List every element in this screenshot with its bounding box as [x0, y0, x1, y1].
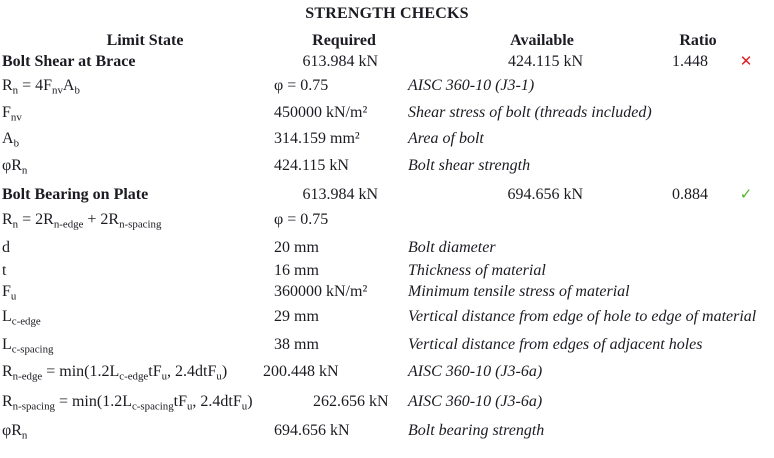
description-note: Bolt diameter [408, 239, 496, 256]
column-header-required: Required [312, 32, 376, 49]
ratio-value: 1.448 [672, 53, 708, 70]
symbol-formula: d [2, 239, 10, 256]
description-note: Shear stress of bolt (threads included) [408, 104, 652, 121]
table-row: Bolt Shear at Brace 613.984 kN 424.115 k… [0, 52, 774, 76]
description-note: Vertical distance from edge of hole to e… [408, 308, 757, 325]
required-value: 38 mm [274, 336, 319, 353]
column-header-ratio: Ratio [679, 32, 717, 49]
description-note: Vertical distance from edges of adjacent… [408, 336, 703, 353]
required-value: 29 mm [274, 308, 319, 325]
symbol-formula: Fu [2, 283, 17, 303]
required-value: 262.656 kN [313, 393, 389, 410]
symbol-formula: Ab [2, 130, 19, 150]
fail-x-icon: ✕ [739, 52, 753, 70]
symbol-formula: Rn = 2Rn-edge + 2Rn-spacing [2, 211, 162, 231]
table-row: Lc-edge 29 mm Vertical distance from edg… [0, 307, 774, 335]
ratio-value: 0.884 [672, 186, 708, 203]
description-note: Minimum tensile stress of material [408, 283, 630, 300]
description-note: Bolt bearing strength [408, 422, 545, 439]
table-row: Rn-edge = min(1.2Lc-edgetFu, 2.4dtFu) 20… [0, 362, 774, 392]
symbol-formula: Rn = 4FnvAb [2, 77, 80, 97]
required-value: φ = 0.75 [274, 211, 329, 228]
table-row: φRn 694.656 kN Bolt bearing strength [0, 421, 774, 451]
description-note: AISC 360-10 (J3-1) [408, 77, 535, 94]
table-row: t 16 mm Thickness of material [0, 261, 774, 282]
table-row: φRn 424.115 kN Bolt shear strength [0, 156, 774, 185]
available-value: 694.656 kN [507, 186, 583, 203]
symbol-formula: φRn [2, 157, 28, 177]
required-value: 16 mm [274, 262, 319, 279]
symbol-formula: φRn [2, 422, 28, 442]
symbol-formula: t [2, 262, 7, 279]
limit-state-name: Bolt Shear at Brace [2, 53, 136, 70]
table-row: Fu 360000 kN/m² Minimum tensile stress o… [0, 282, 774, 307]
column-header-available: Available [510, 32, 574, 49]
symbol-formula: Rn-spacing = min(1.2Lc-spacingtFu, 2.4dt… [2, 393, 253, 413]
symbol-formula: Fnv [2, 104, 22, 124]
required-value: 694.656 kN [274, 422, 350, 439]
description-note: Thickness of material [408, 262, 546, 279]
page-title: STRENGTH CHECKS [305, 5, 469, 22]
available-value: 424.115 kN [508, 53, 583, 70]
description-note: AISC 360-10 (J3-6a) [408, 363, 543, 380]
pass-check-icon: ✓ [739, 185, 753, 203]
description-note: Area of bolt [408, 130, 484, 147]
required-value: 314.159 mm² [274, 130, 360, 147]
table-row: Lc-spacing 38 mm Vertical distance from … [0, 335, 774, 362]
table-row: Rn-spacing = min(1.2Lc-spacingtFu, 2.4dt… [0, 392, 774, 421]
description-note: Bolt shear strength [408, 157, 531, 174]
required-value: 424.115 kN [274, 157, 349, 174]
table-row: Bolt Bearing on Plate 613.984 kN 694.656… [0, 185, 774, 210]
table-header: Limit State Required Available Ratio [0, 31, 774, 51]
table-row: Rn = 2Rn-edge + 2Rn-spacing φ = 0.75 [0, 210, 774, 238]
required-value: 20 mm [274, 239, 319, 256]
table-row: Fnv 450000 kN/m² Shear stress of bolt (t… [0, 103, 774, 129]
symbol-formula: Lc-edge [2, 308, 41, 328]
required-value: 360000 kN/m² [274, 283, 368, 300]
limit-state-name: Bolt Bearing on Plate [2, 186, 149, 203]
required-value: φ = 0.75 [274, 77, 329, 94]
symbol-formula: Lc-spacing [2, 336, 54, 356]
table-row: Ab 314.159 mm² Area of bolt [0, 129, 774, 156]
table-row: Rn = 4FnvAb φ = 0.75 AISC 360-10 (J3-1) [0, 76, 774, 103]
symbol-formula: Rn-edge = min(1.2Lc-edgetFu, 2.4dtFu) [2, 363, 228, 383]
required-value: 613.984 kN [302, 186, 378, 203]
required-value: 613.984 kN [302, 53, 378, 70]
required-value: 200.448 kN [263, 363, 339, 380]
table-row: d 20 mm Bolt diameter [0, 238, 774, 261]
column-header-limit-state: Limit State [106, 32, 184, 49]
required-value: 450000 kN/m² [274, 104, 368, 121]
table-body: Bolt Shear at Brace 613.984 kN 424.115 k… [0, 52, 774, 451]
description-note: AISC 360-10 (J3-6a) [408, 393, 543, 410]
